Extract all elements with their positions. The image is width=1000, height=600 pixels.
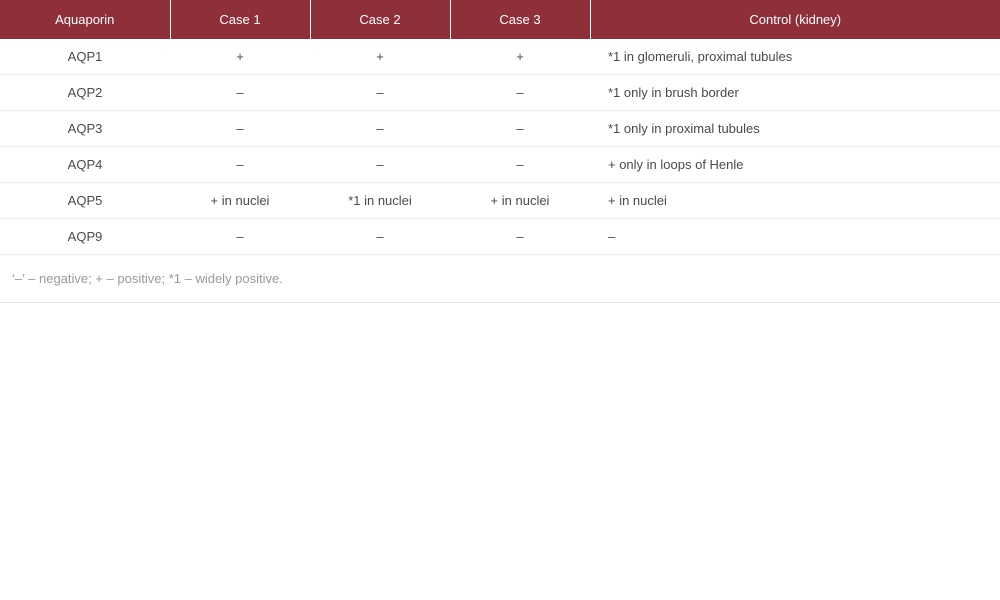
col-header-case2: Case 2 xyxy=(310,0,450,39)
col-header-case3: Case 3 xyxy=(450,0,590,39)
cell-aquaporin: AQP2 xyxy=(0,75,170,111)
table-row: AQP4 – – – + only in loops of Henle xyxy=(0,147,1000,183)
cell-case1: + xyxy=(170,39,310,75)
cell-aquaporin: AQP3 xyxy=(0,111,170,147)
col-header-aquaporin: Aquaporin xyxy=(0,0,170,39)
cell-case3: – xyxy=(450,147,590,183)
cell-control: *1 in glomeruli, proximal tubules xyxy=(590,39,1000,75)
table-row: AQP5 + in nuclei *1 in nuclei + in nucle… xyxy=(0,183,1000,219)
cell-aquaporin: AQP4 xyxy=(0,147,170,183)
cell-aquaporin: AQP9 xyxy=(0,219,170,255)
cell-case3: – xyxy=(450,219,590,255)
cell-case1: + in nuclei xyxy=(170,183,310,219)
cell-case1: – xyxy=(170,147,310,183)
table-header-row: Aquaporin Case 1 Case 2 Case 3 Control (… xyxy=(0,0,1000,39)
table-row: AQP2 – – – *1 only in brush border xyxy=(0,75,1000,111)
cell-case1: – xyxy=(170,111,310,147)
cell-case1: – xyxy=(170,75,310,111)
cell-control: + in nuclei xyxy=(590,183,1000,219)
col-header-control: Control (kidney) xyxy=(590,0,1000,39)
table-row: AQP3 – – – *1 only in proximal tubules xyxy=(0,111,1000,147)
cell-case2: + xyxy=(310,39,450,75)
table-footnote: ‘–’ – negative; + – positive; *1 – widel… xyxy=(0,255,1000,303)
cell-case3: – xyxy=(450,75,590,111)
cell-control: *1 only in brush border xyxy=(590,75,1000,111)
cell-aquaporin: AQP5 xyxy=(0,183,170,219)
cell-case2: *1 in nuclei xyxy=(310,183,450,219)
cell-control: – xyxy=(590,219,1000,255)
cell-case2: – xyxy=(310,75,450,111)
cell-aquaporin: AQP1 xyxy=(0,39,170,75)
cell-case3: + xyxy=(450,39,590,75)
aquaporin-table: Aquaporin Case 1 Case 2 Case 3 Control (… xyxy=(0,0,1000,255)
table-row: AQP9 – – – – xyxy=(0,219,1000,255)
cell-case3: – xyxy=(450,111,590,147)
cell-case3: + in nuclei xyxy=(450,183,590,219)
col-header-case1: Case 1 xyxy=(170,0,310,39)
cell-control: *1 only in proximal tubules xyxy=(590,111,1000,147)
cell-case2: – xyxy=(310,147,450,183)
cell-case2: – xyxy=(310,219,450,255)
cell-case1: – xyxy=(170,219,310,255)
table-row: AQP1 + + + *1 in glomeruli, proximal tub… xyxy=(0,39,1000,75)
table-container: Aquaporin Case 1 Case 2 Case 3 Control (… xyxy=(0,0,1000,303)
cell-case2: – xyxy=(310,111,450,147)
cell-control: + only in loops of Henle xyxy=(590,147,1000,183)
